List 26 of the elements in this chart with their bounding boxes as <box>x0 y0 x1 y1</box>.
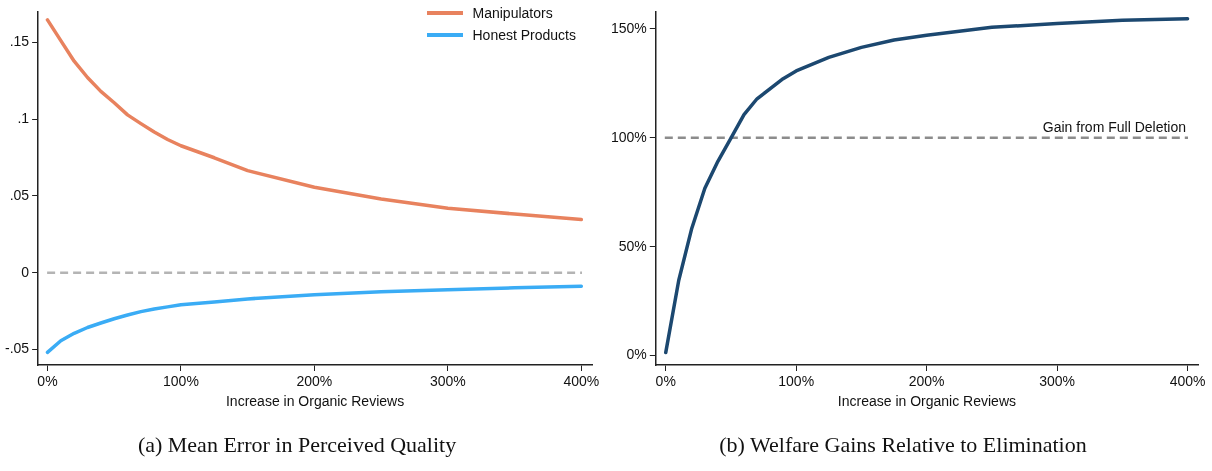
x-tick-label: 400% <box>563 373 600 390</box>
ref-line-label: Gain from Full Deletion <box>1042 118 1186 135</box>
x-tick-label: 100% <box>163 373 199 390</box>
x-axis-title: Increase in Organic Reviews <box>225 393 405 410</box>
legend-label: Manipulators <box>472 5 553 21</box>
x-tick-label: 0% <box>655 373 676 390</box>
y-tick-label: .05 <box>9 186 30 203</box>
x-axis-title: Increase in Organic Reviews <box>837 393 1016 410</box>
x-tick-label: 300% <box>429 373 466 390</box>
y-tick-label: .1 <box>17 109 30 126</box>
y-tick-label: .15 <box>9 33 30 50</box>
x-tick-label: 100% <box>778 373 815 390</box>
y-tick-label: 100% <box>610 128 647 145</box>
y-tick-label: -.05 <box>5 340 30 357</box>
x-tick-label: 200% <box>908 373 945 390</box>
text: (a) Mean Error in Perceived Quality <box>137 431 457 457</box>
text: (b) Welfare Gains Relative to Elimination <box>719 431 1087 457</box>
y-tick-label: 50% <box>618 237 647 254</box>
legend-label: Honest Products <box>472 27 576 43</box>
y-tick-label: 0% <box>626 346 647 363</box>
x-tick-label: 0% <box>37 373 58 390</box>
x-tick-label: 200% <box>296 373 333 390</box>
y-tick-label: 0 <box>21 263 30 280</box>
y-tick-label: 150% <box>610 19 647 36</box>
x-tick-label: 300% <box>1039 373 1076 390</box>
x-tick-label: 400% <box>1169 373 1206 390</box>
